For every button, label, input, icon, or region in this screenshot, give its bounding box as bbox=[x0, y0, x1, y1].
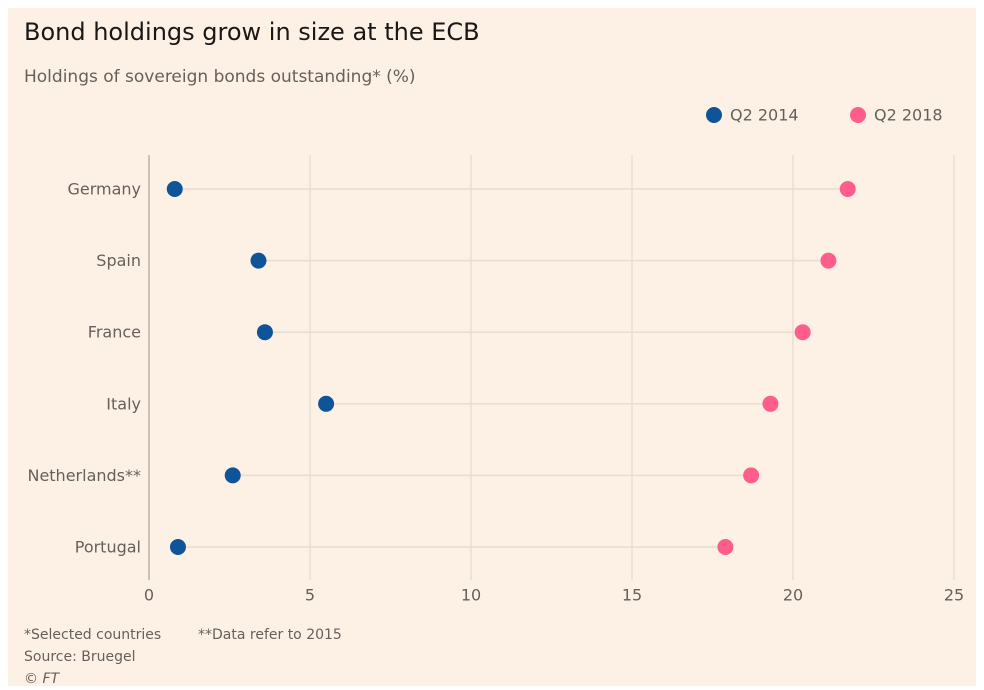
chart-subtitle: Holdings of sovereign bonds outstanding*… bbox=[24, 67, 416, 87]
legend-marker bbox=[706, 107, 722, 123]
dot bbox=[250, 252, 267, 269]
y-tick-label: Spain bbox=[96, 251, 141, 270]
legend-label: Q2 2014 bbox=[730, 106, 799, 125]
y-tick-label: Portugal bbox=[75, 538, 141, 557]
x-tick-label: 10 bbox=[461, 586, 481, 605]
dot bbox=[166, 181, 183, 197]
copyright: © FT bbox=[24, 671, 61, 687]
x-tick-label: 15 bbox=[622, 586, 642, 605]
legend-label: Q2 2018 bbox=[874, 106, 943, 125]
y-tick-label: Germany bbox=[67, 180, 141, 199]
footnote: **Data refer to 2015 bbox=[198, 627, 342, 643]
dot bbox=[224, 467, 241, 484]
background bbox=[8, 8, 976, 686]
dot bbox=[839, 181, 856, 197]
dot bbox=[318, 395, 335, 412]
x-tick-label: 20 bbox=[783, 586, 803, 605]
dot bbox=[169, 539, 186, 555]
x-tick-label: 0 bbox=[144, 586, 154, 605]
source: Source: Bruegel bbox=[24, 649, 136, 665]
dot bbox=[820, 252, 837, 269]
y-tick-label: Italy bbox=[106, 394, 141, 413]
y-tick-label: Netherlands** bbox=[27, 466, 141, 485]
dot bbox=[743, 467, 760, 484]
dot bbox=[717, 539, 734, 555]
dot bbox=[256, 324, 273, 341]
dot bbox=[794, 324, 811, 341]
legend-marker bbox=[850, 107, 866, 123]
footnote: *Selected countries bbox=[24, 627, 161, 643]
chart-title: Bond holdings grow in size at the ECB bbox=[24, 18, 480, 46]
dot bbox=[762, 395, 779, 412]
x-tick-label: 25 bbox=[944, 586, 964, 605]
x-tick-label: 5 bbox=[305, 586, 315, 605]
y-tick-label: France bbox=[88, 323, 141, 342]
